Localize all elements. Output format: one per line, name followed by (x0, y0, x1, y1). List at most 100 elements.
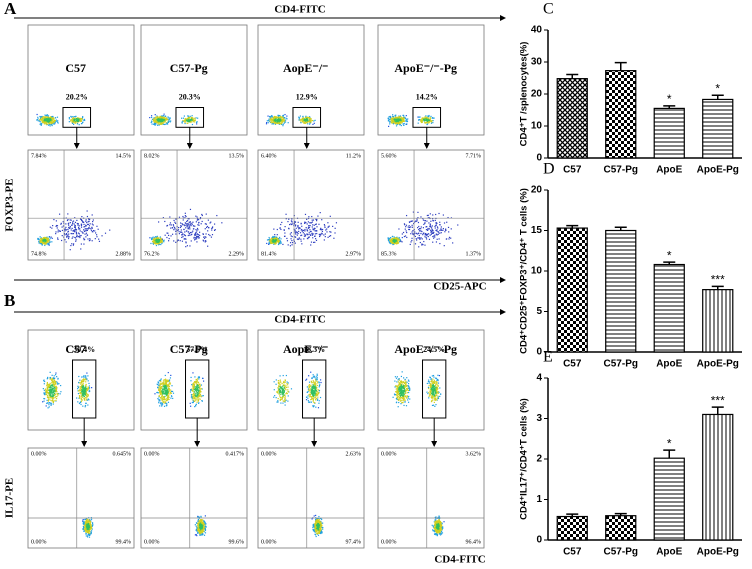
event-dot (296, 231, 298, 234)
event-dot (196, 522, 199, 524)
event-dot (274, 238, 276, 241)
event-dot (158, 237, 160, 239)
event-dot (427, 214, 429, 216)
event-dot (160, 243, 162, 246)
event-dot (85, 521, 87, 523)
event-dot (85, 533, 87, 535)
event-dot (84, 406, 86, 408)
event-dot (162, 380, 165, 382)
event-dot (188, 119, 190, 121)
event-dot (425, 229, 428, 231)
event-dot (187, 118, 189, 120)
event-dot (195, 117, 197, 119)
event-dot (46, 123, 48, 125)
event-dot (73, 119, 75, 121)
event-dot (273, 381, 275, 383)
event-dot (88, 399, 90, 401)
event-dot (159, 402, 161, 404)
event-dot (85, 393, 87, 395)
event-dot (82, 393, 84, 395)
event-dot (71, 233, 73, 235)
event-dot (314, 230, 316, 232)
event-dot (167, 390, 169, 393)
event-dot (42, 242, 45, 244)
event-dot (176, 240, 179, 242)
event-dot (47, 387, 49, 389)
event-dot (54, 389, 56, 391)
event-dot (185, 119, 187, 121)
event-dot (58, 213, 61, 215)
event-dot (285, 117, 287, 119)
dot-plot-frame (140, 447, 248, 549)
event-dot (442, 214, 444, 216)
event-dot (155, 242, 157, 244)
event-dot (427, 121, 430, 123)
event-dot (164, 384, 166, 386)
event-dot (191, 398, 193, 400)
event-dot (73, 229, 75, 231)
event-dot (52, 383, 54, 385)
event-dot (151, 118, 154, 120)
event-dot (196, 391, 199, 394)
event-dot (91, 214, 93, 216)
event-dot (277, 387, 279, 389)
event-dot (47, 407, 49, 409)
event-dot (392, 114, 394, 116)
event-dot (393, 236, 395, 238)
event-dot (272, 239, 274, 242)
event-dot (393, 243, 395, 245)
event-dot (430, 231, 432, 233)
event-dot (157, 118, 159, 120)
sample-name: C57-Pg (170, 61, 208, 75)
event-dot (52, 403, 54, 405)
event-dot (445, 228, 447, 230)
event-dot (168, 379, 170, 381)
event-dot (190, 389, 192, 391)
event-dot (185, 238, 187, 240)
event-dot (166, 390, 168, 392)
event-dot (83, 522, 85, 524)
event-dot (83, 521, 85, 523)
event-dot (40, 116, 42, 118)
event-dot (46, 384, 49, 386)
event-dot (77, 117, 79, 119)
event-dot (397, 238, 399, 240)
event-dot (163, 385, 165, 387)
event-dot (158, 240, 160, 243)
event-dot (428, 119, 431, 122)
event-dot (446, 221, 448, 223)
event-dot (45, 243, 47, 245)
event-dot (78, 118, 80, 120)
event-dot (162, 388, 165, 390)
event-dot (160, 237, 162, 240)
event-dot (439, 224, 441, 226)
event-dot (279, 240, 281, 242)
event-dot (418, 246, 420, 248)
event-dot (307, 236, 310, 238)
event-dot (49, 123, 51, 125)
event-dot (79, 235, 81, 237)
event-dot (39, 236, 41, 238)
event-dot (195, 382, 197, 384)
event-dot (167, 383, 169, 386)
event-dot (72, 116, 74, 119)
gate-percent: 20.2% (66, 92, 88, 101)
event-dot (198, 516, 200, 518)
event-dot (287, 244, 289, 246)
event-dot (46, 115, 48, 117)
event-dot (51, 385, 53, 387)
event-dot (279, 120, 281, 122)
event-dot (321, 228, 324, 231)
event-dot (308, 120, 310, 122)
event-dot (389, 123, 391, 125)
event-dot (297, 238, 299, 241)
event-dot (309, 121, 311, 123)
event-dot (89, 239, 91, 241)
event-dot (166, 380, 168, 382)
event-dot (205, 236, 207, 238)
event-dot (210, 221, 212, 223)
event-dot (77, 386, 80, 389)
event-dot (82, 116, 84, 118)
event-dot (204, 528, 206, 530)
event-dot (197, 395, 199, 397)
